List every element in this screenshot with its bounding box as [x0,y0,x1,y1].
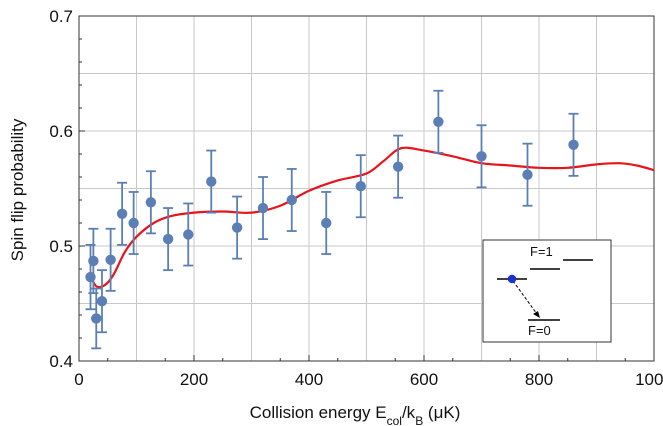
y-tick-label: 0.4 [49,352,73,371]
x-axis-title-sub2: B [415,414,423,426]
data-marker [286,194,297,206]
data-point [183,202,194,267]
y-tick-label: 0.7 [49,7,73,26]
data-marker [96,296,108,307]
data-point [206,149,217,214]
data-point [91,287,102,350]
data-marker [91,313,102,324]
x-tick-label: 800 [525,370,553,389]
data-marker [522,169,533,180]
y-tick-label: 0.6 [49,122,73,141]
inset-label-f0: F=0 [528,323,551,338]
data-marker [183,229,194,240]
data-marker [476,151,487,162]
x-axis-title: Collision energy Ecol/kB (μK) [250,403,461,426]
plot-frame [78,15,655,362]
data-marker [433,116,444,128]
y-tick-label: 0.5 [49,237,73,256]
data-marker [392,161,404,172]
inset-label-f1: F=1 [530,244,553,259]
data-marker [105,254,116,265]
x-axis-title-prefix: Collision energy E [250,403,387,422]
data-point [96,269,108,334]
x-axis-title-suffix: (μK) [423,403,460,422]
x-tick-label: 600 [410,370,438,389]
data-point [392,134,404,199]
data-point [128,191,139,255]
data-point [231,195,243,260]
data-marker [231,222,243,233]
x-tick-label: 200 [180,370,208,389]
data-marker [321,217,332,229]
data-point [145,170,157,235]
inset-transition-arrow [512,280,538,315]
data-point [433,89,444,154]
data-point [162,207,174,272]
data-point [105,227,116,292]
data-point [257,176,269,241]
data-marker [257,202,269,214]
data-point [88,227,99,295]
x-axis-title-mid: /k [402,403,416,422]
data-marker [568,139,579,150]
data-marker [145,197,157,208]
data-point [321,191,332,255]
data-marker [128,217,139,229]
fit-curve [89,146,655,289]
y-tick-labels: 0.4 0.5 0.6 0.7 [49,7,73,371]
data-marker [88,255,99,267]
data-marker [206,176,217,187]
inset-frame [482,239,612,343]
inset-atom-dot [507,274,517,284]
fit-curve-group [89,146,655,289]
y-axis-title: Spin flip probability [8,118,27,261]
data-marker [162,233,174,245]
axis-ticks [78,15,655,362]
inset-arrow-head-icon [533,311,540,318]
data-point [476,124,487,189]
data-points-group [85,89,579,350]
data-marker [116,208,128,219]
data-point [116,181,128,246]
x-tick-label: 400 [295,370,323,389]
x-tick-label: 0 [74,370,83,389]
data-point [522,142,533,207]
data-marker [355,181,366,192]
x-axis-title-sub1: col [387,414,402,426]
data-point [568,112,579,177]
data-point [355,154,366,219]
energy-level-inset: F=1 F=0 [482,239,612,343]
data-point [286,168,297,232]
